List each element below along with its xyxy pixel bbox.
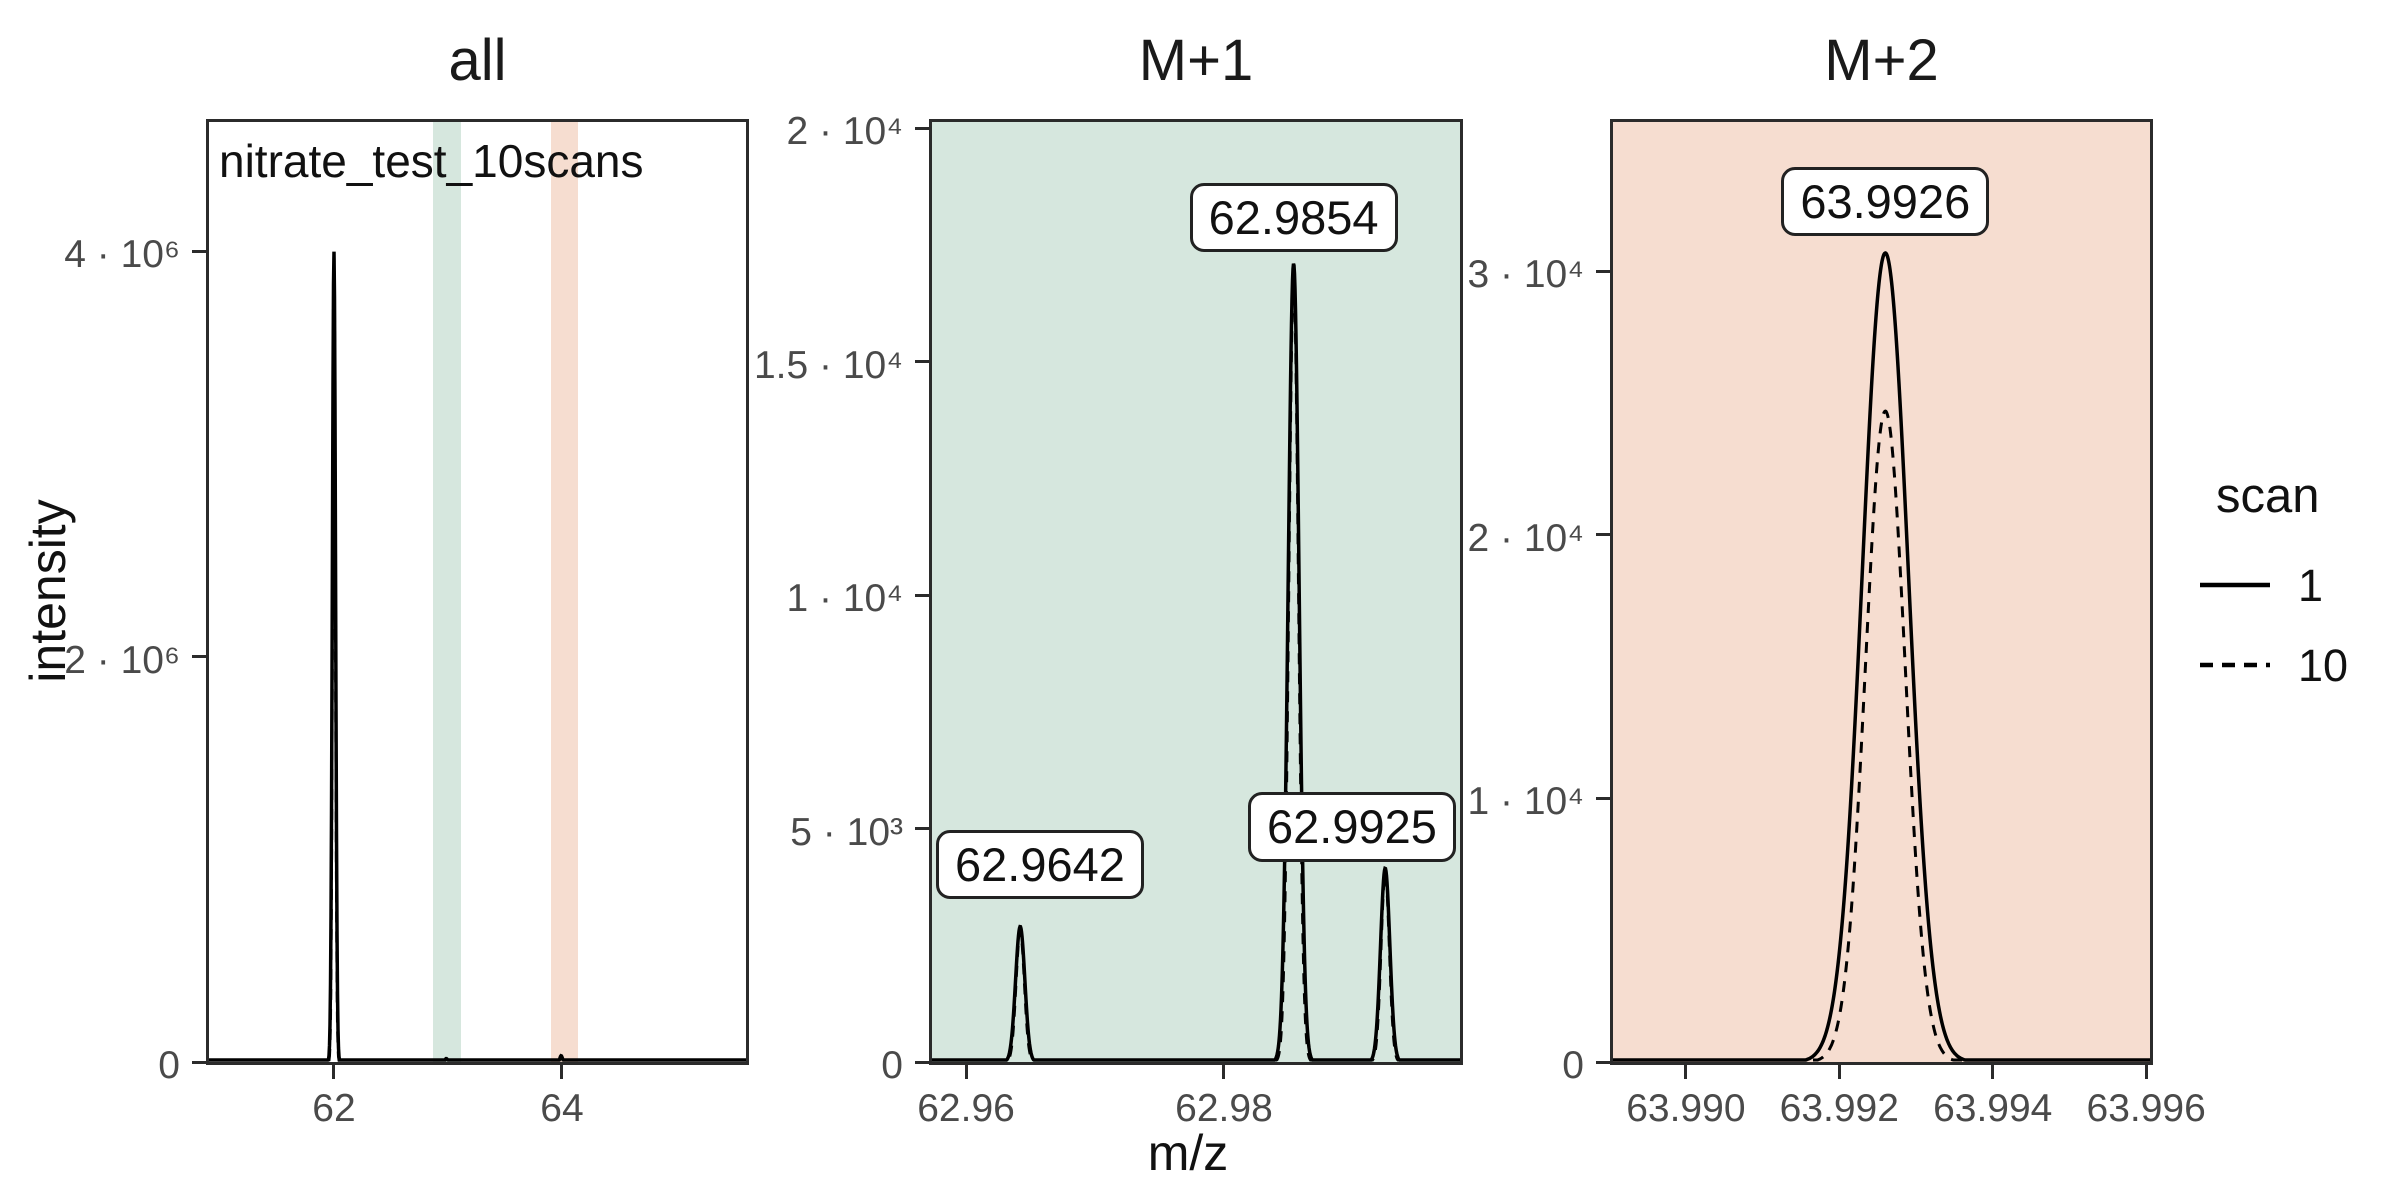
- legend-item-scan-10: 10: [2200, 640, 2400, 690]
- panel-all: nitrate_test_10scans: [206, 119, 749, 1065]
- panel-m2: [1610, 119, 2153, 1065]
- y-tick-label: 0: [158, 1044, 180, 1087]
- peak-label: 63.9926: [1781, 166, 1990, 237]
- x-tick-mark: [964, 1065, 968, 1079]
- y-tick-mark: [192, 249, 206, 253]
- y-tick-label: 5 · 10³: [790, 810, 903, 854]
- y-tick-mark: [192, 655, 206, 659]
- y-tick-label: 1 · 10⁴: [786, 577, 904, 621]
- y-tick-mark: [192, 1060, 206, 1064]
- spectrum-line-scan-1: [1613, 251, 2150, 1062]
- x-tick-label: 63.994: [1933, 1087, 2053, 1130]
- peak-label: 62.9642: [936, 829, 1144, 899]
- y-tick-label: 3 · 10⁴: [1467, 253, 1585, 297]
- x-tick-label: 62.98: [1175, 1087, 1273, 1130]
- peak-label: 62.9925: [1248, 792, 1456, 862]
- x-tick-label: 63.990: [1626, 1087, 1746, 1130]
- y-tick-mark: [1596, 533, 1610, 537]
- x-tick-label: 63.996: [2086, 1087, 2206, 1130]
- peak-label: 62.9854: [1189, 182, 1398, 253]
- x-tick-label: 62: [312, 1087, 356, 1130]
- legend: scan 1 10: [2200, 468, 2400, 690]
- solid-line-icon: [2200, 582, 2270, 588]
- x-tick-mark: [332, 1065, 336, 1079]
- legend-item-scan-1: 1: [2200, 560, 2400, 610]
- x-tick-mark: [1991, 1065, 1995, 1079]
- highlight-bands-layer: [209, 122, 746, 1062]
- x-axis-title: m/z: [1147, 1125, 1229, 1181]
- y-tick-mark: [1596, 1060, 1610, 1064]
- x-tick-mark: [560, 1065, 564, 1079]
- y-tick-label: 1 · 10⁴: [1467, 780, 1585, 824]
- spectrum-line-scan-10: [932, 277, 1460, 1062]
- x-tick-mark: [2144, 1065, 2148, 1079]
- y-tick-mark: [915, 593, 929, 597]
- x-tick-mark: [1222, 1065, 1226, 1079]
- x-tick-label: 63.992: [1779, 1087, 1899, 1130]
- spectrum-plot-m2: [1613, 251, 2150, 1062]
- y-tick-mark: [915, 1060, 929, 1064]
- facet-title-m2: M+2: [1824, 28, 1939, 93]
- y-tick-label: 0: [1562, 1044, 1584, 1087]
- spectrum-line-scan-10: [1613, 409, 2150, 1062]
- spectrum-plot-m1: [932, 263, 1460, 1062]
- y-tick-mark: [1596, 796, 1610, 800]
- highlight-band: [550, 122, 578, 1062]
- x-tick-mark: [1837, 1065, 1841, 1079]
- y-tick-label: 0: [881, 1044, 903, 1087]
- y-tick-label: 2 · 10⁶: [64, 638, 180, 682]
- y-tick-label: 2 · 10⁴: [1467, 516, 1585, 560]
- y-tick-mark: [915, 126, 929, 130]
- spectrum-line-scan-10: [209, 255, 746, 1062]
- x-tick-label: 62.96: [917, 1087, 1015, 1130]
- panel-m1: [929, 119, 1463, 1065]
- facet-title-all: all: [448, 28, 507, 93]
- y-tick-label: 1.5 · 10⁴: [753, 343, 903, 387]
- x-tick-label: 64: [540, 1087, 584, 1130]
- legend-label: 10: [2298, 639, 2349, 691]
- y-tick-mark: [915, 827, 929, 831]
- legend-label: 1: [2298, 559, 2324, 611]
- highlight-band: [433, 122, 461, 1062]
- spectrum-plot-all: [209, 251, 746, 1062]
- y-tick-label: 2 · 10⁴: [786, 110, 904, 154]
- dashed-line-icon: [2200, 662, 2270, 668]
- file-annotation: nitrate_test_10scans: [219, 135, 644, 187]
- legend-title: scan: [2216, 469, 2320, 523]
- y-tick-mark: [1596, 269, 1610, 273]
- facet-title-m1: M+1: [1138, 28, 1254, 93]
- y-tick-label: 4 · 10⁶: [64, 233, 180, 277]
- y-tick-mark: [915, 360, 929, 364]
- x-tick-mark: [1684, 1065, 1688, 1079]
